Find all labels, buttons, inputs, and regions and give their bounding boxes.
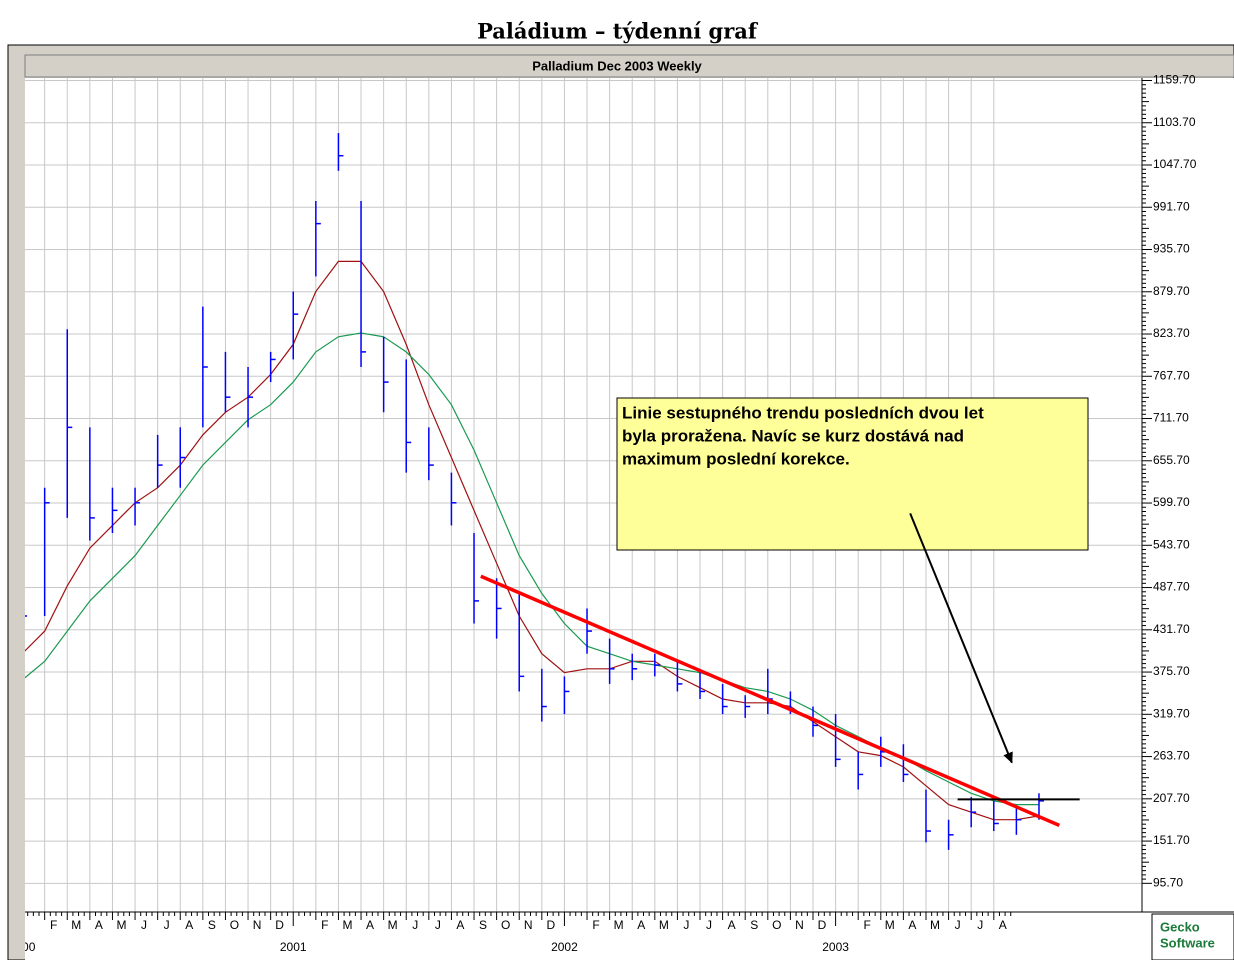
annotation-arrow — [909, 512, 1013, 764]
x-tick-label: D — [818, 918, 827, 932]
y-tick-label: 319.70 — [1153, 706, 1190, 720]
x-tick-label: N — [253, 918, 262, 932]
page-title: Paládium – týdenní graf — [477, 19, 759, 44]
annotation-text: maximum poslední korekce. — [622, 449, 850, 468]
year-label: 2002 — [551, 940, 578, 954]
x-tick-label: N — [795, 918, 804, 932]
y-tick-label: 151.70 — [1153, 833, 1190, 847]
logo-text: Software — [1160, 935, 1215, 950]
x-tick-label: M — [342, 918, 352, 932]
annotation-box — [616, 397, 1089, 551]
y-tick-label: 1103.70 — [1153, 115, 1196, 129]
y-tick-label: 487.70 — [1153, 580, 1190, 594]
layer — [25, 133, 1080, 850]
x-tick-label: A — [908, 918, 916, 932]
x-tick-label: A — [95, 918, 103, 932]
x-tick-label: S — [750, 918, 758, 932]
y-tick-label: 823.70 — [1153, 326, 1190, 340]
y-tick-label: 599.70 — [1153, 495, 1190, 509]
x-tick-label: A — [366, 918, 374, 932]
year-label: 2000 — [9, 940, 36, 954]
x-tick-label: J — [683, 918, 689, 932]
y-tick-label: 711.70 — [1153, 411, 1189, 425]
x-tick-label: J — [706, 918, 712, 932]
year-label: 2003 — [822, 940, 849, 954]
x-tick-label: M — [116, 918, 126, 932]
x-tick-label: M — [885, 918, 895, 932]
x-tick-label: F — [321, 918, 328, 932]
x-tick-label: F — [50, 918, 57, 932]
y-tick-label: 431.70 — [1153, 622, 1190, 636]
x-tick-label: A — [637, 918, 645, 932]
x-tick-label: M — [659, 918, 669, 932]
trendline — [480, 574, 1061, 827]
y-tick-label: 263.70 — [1153, 749, 1190, 763]
annotation-text: byla proražena. Navíc se kurz dostává na… — [622, 426, 964, 445]
moving-average-line — [25, 260, 1040, 821]
x-tick-label: D — [546, 918, 555, 932]
x-tick-label: M — [71, 918, 81, 932]
x-tick-label: F — [592, 918, 599, 932]
y-tick-label: 655.70 — [1153, 453, 1190, 467]
x-tick-label: F — [864, 918, 871, 932]
x-tick-label: S — [208, 918, 216, 932]
x-tick-label: O — [230, 918, 239, 932]
chart-title: Palladium Dec 2003 Weekly — [532, 58, 702, 73]
x-tick-label: A — [456, 918, 464, 932]
annotation-text: Linie sestupného trendu posledních dvou … — [622, 403, 984, 422]
x-tick-label: M — [614, 918, 624, 932]
y-tick-label: 767.70 — [1153, 368, 1190, 382]
y-tick-label: 1159.70 — [1153, 73, 1196, 87]
header-bar — [24, 54, 1234, 78]
x-tick-label: A — [728, 918, 736, 932]
logo-text: Gecko — [1160, 919, 1200, 934]
x-tick-label: M — [388, 918, 398, 932]
x-tick-label: S — [479, 918, 487, 932]
x-tick-label: A — [999, 918, 1007, 932]
y-tick-label: 543.70 — [1153, 537, 1190, 551]
x-tick-label: J — [435, 918, 441, 932]
y-tick-label: 207.70 — [1153, 791, 1190, 805]
y-tick-label: 375.70 — [1153, 664, 1190, 678]
x-tick-label: J — [141, 918, 147, 932]
y-tick-label: 95.70 — [1153, 875, 1183, 889]
y-tick-label: 935.70 — [1153, 242, 1190, 256]
x-tick-label: J — [955, 918, 961, 932]
x-tick-label: M — [930, 918, 940, 932]
layer — [25, 78, 1142, 912]
y-tick-label: 991.70 — [1153, 199, 1190, 213]
x-tick-label: J — [977, 918, 983, 932]
x-tick-label: O — [501, 918, 510, 932]
x-tick-label: D — [275, 918, 284, 932]
x-tick-label: N — [524, 918, 533, 932]
x-tick-label: O — [772, 918, 781, 932]
x-tick-label: A — [185, 918, 193, 932]
x-tick-label: J — [164, 918, 170, 932]
logo-box — [1151, 913, 1234, 960]
x-tick-label: J — [412, 918, 418, 932]
y-tick-label: 879.70 — [1153, 284, 1190, 298]
y-tick-label: 1047.70 — [1153, 157, 1197, 171]
year-label: 2001 — [280, 940, 307, 954]
